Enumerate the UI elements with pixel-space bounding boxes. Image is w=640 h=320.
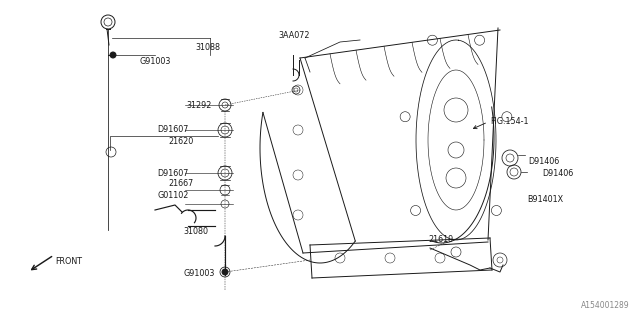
Text: A154001289: A154001289 [581,301,630,310]
Text: G91003: G91003 [140,58,172,67]
Text: G91003: G91003 [183,269,214,278]
Text: 21667: 21667 [168,180,193,188]
Text: G01102: G01102 [158,191,189,201]
Text: 31292: 31292 [186,100,211,109]
Circle shape [110,52,116,58]
Text: 31080: 31080 [183,228,208,236]
Text: 21620: 21620 [168,137,193,146]
Text: D91406: D91406 [542,170,573,179]
Text: 21619: 21619 [428,236,453,244]
Text: FRONT: FRONT [55,258,82,267]
Circle shape [222,269,228,275]
Text: D91406: D91406 [528,157,559,166]
Text: 31088: 31088 [195,43,220,52]
Text: B91401X: B91401X [527,196,563,204]
Text: D91607: D91607 [157,125,188,134]
Text: D91607: D91607 [157,169,188,178]
Text: FIG.154-1: FIG.154-1 [490,117,529,126]
Text: 3AA072: 3AA072 [278,31,310,41]
